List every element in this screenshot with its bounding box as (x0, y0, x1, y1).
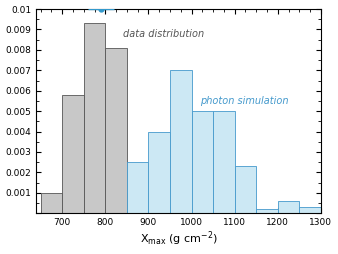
Bar (192, 111, 213, 213)
Bar (299, 207, 321, 213)
Bar (62, 95, 84, 213)
Bar (84, 23, 105, 213)
Bar (148, 207, 170, 213)
X-axis label: X$_{\rm max}$ (g cm$^{-2}$): X$_{\rm max}$ (g cm$^{-2}$) (140, 230, 217, 248)
Bar (213, 111, 235, 213)
Text: photon simulation: photon simulation (200, 96, 289, 106)
Bar (170, 70, 192, 213)
Bar (256, 209, 278, 213)
Bar (127, 162, 148, 213)
Bar (148, 132, 170, 213)
Bar (127, 193, 148, 213)
Text: data distribution: data distribution (123, 28, 204, 39)
Bar (278, 201, 299, 213)
Bar (105, 48, 127, 213)
Bar (41, 193, 62, 213)
Bar (235, 166, 256, 213)
